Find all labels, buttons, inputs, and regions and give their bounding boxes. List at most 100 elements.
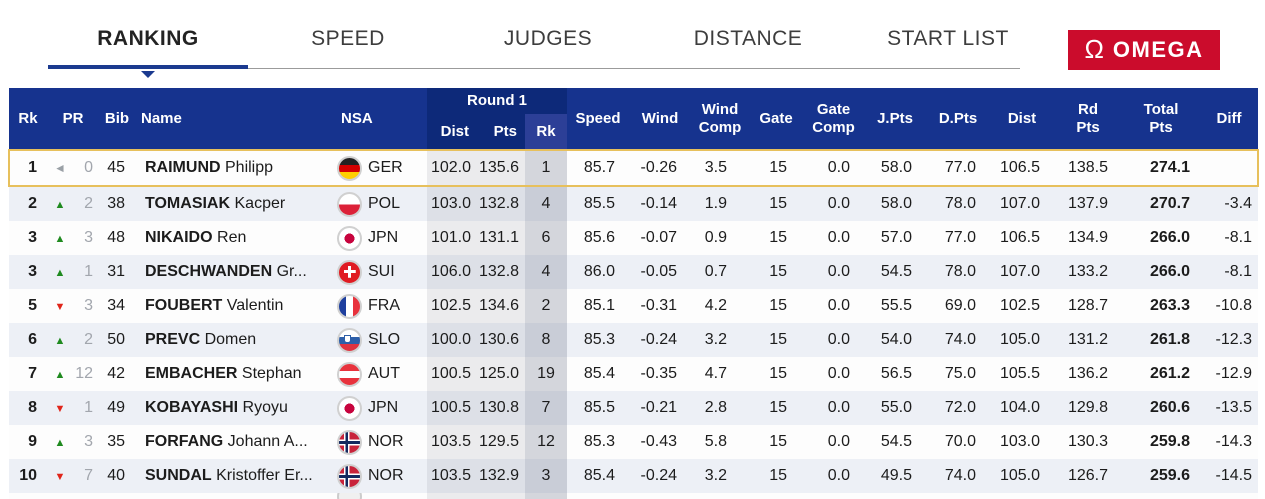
cell-gate <box>749 493 803 499</box>
trend-up-icon: ▲ <box>54 369 66 381</box>
cell-diff: -3.4 <box>1224 195 1252 212</box>
athlete-surname: DESCHWANDEN <box>145 263 273 280</box>
cell-r1_dist: 101.0 <box>427 221 479 255</box>
athlete-surname: PREVC <box>145 331 201 348</box>
cell-rk: 6 <box>28 331 37 348</box>
cell-rk: 5 <box>28 297 37 314</box>
cell-gate_comp: 0.0 <box>827 331 850 348</box>
cell-dist: 105.0 <box>999 331 1040 348</box>
cell-r1_dist: 102.5 <box>427 289 479 323</box>
cell-speed: 85.4 <box>583 365 615 382</box>
tabbar-divider <box>48 68 1020 69</box>
cell-jpts: 54.5 <box>880 433 912 450</box>
trend-up-icon: ▲ <box>54 233 66 245</box>
cell-name: DESCHWANDEN Gr... <box>135 255 335 289</box>
table-row[interactable]: 10 ▼ 7 40 SUNDAL Kristoffer Er... NOR 103.5 132… <box>9 459 1258 493</box>
cell-r1_dist: 106.0 <box>427 255 479 289</box>
cell-pr: ▲ 3 <box>47 221 99 255</box>
cell-dpts: 69.0 <box>944 297 976 314</box>
cell-dpts: 72.0 <box>944 399 976 416</box>
col-header-total-points: Total Pts <box>1122 88 1200 150</box>
cell-bib: 35 <box>107 433 125 450</box>
cell-r1_pts: 135.6 <box>479 149 525 187</box>
nsa-code: POL <box>368 195 401 212</box>
flag-fra-icon <box>337 293 362 319</box>
cell-nsa: FRA <box>335 289 427 323</box>
tab-judges[interactable]: JUDGES <box>503 27 593 50</box>
nsa-code: AUT <box>368 365 400 382</box>
flag-nor-icon <box>337 463 362 489</box>
cell-diff: -8.1 <box>1224 263 1252 280</box>
cell-jpts: 49.5 <box>880 467 912 484</box>
cell-speed: 85.7 <box>567 149 629 187</box>
previous-rank-change: 0 <box>84 159 93 176</box>
cell-rk: 2 <box>28 195 37 212</box>
cell-rk: 7 <box>28 365 37 382</box>
cell-jpts: 58.0 <box>880 195 912 212</box>
cell-rk <box>9 493 47 499</box>
col-header-bib: Bib <box>99 88 135 150</box>
cell-total: 261.2 <box>1149 365 1190 382</box>
col-header-distance-points: D.Pts <box>926 88 990 150</box>
table-row[interactable]: 2 ▲ 2 38 TOMASIAK Kacper POL 103.0 132.8 4 85.5 -0… <box>9 186 1258 221</box>
previous-rank-change: 3 <box>84 229 93 246</box>
table-row[interactable]: 9 ▲ 3 35 FORFANG Johann A... NOR 103.5 129.5 12 8… <box>9 425 1258 459</box>
cell-wind_comp <box>691 493 749 499</box>
cell-dpts: 70.0 <box>944 433 976 450</box>
cell-gate: 15 <box>769 195 787 212</box>
col-header-distance: Dist <box>990 88 1054 150</box>
table-row[interactable]: 6 ▲ 2 50 PREVC Domen SLO 100.0 130.6 8 85.3 -0.24 3… <box>9 323 1258 357</box>
nsa-code: NOR <box>368 433 404 450</box>
nsa-code: NOR <box>368 467 404 484</box>
cell-dist: 104.0 <box>999 399 1040 416</box>
cell-jpts: 55.5 <box>880 297 912 314</box>
cell-r1_pts: 130.8 <box>479 391 525 425</box>
nsa-code: GER <box>368 159 403 176</box>
cell-name: EMBACHER Stephan <box>135 357 335 391</box>
cell-r1_rk: 8 <box>525 323 567 357</box>
cell-gate: 15 <box>769 263 787 280</box>
table-row[interactable]: 5 ▼ 3 34 FOUBERT Valentin FRA 102.5 134.6 2 85.1-… <box>9 289 1258 323</box>
tab-distance[interactable]: DISTANCE <box>693 27 803 50</box>
nsa-code: JPN <box>368 229 399 246</box>
previous-rank-change: 7 <box>84 467 93 484</box>
table-row[interactable]: 1 ◄ 0 45 RAIMUND Philipp GER 102.0 135.6 1 85.7 -0… <box>8 149 1259 187</box>
cell-name: KOBAYASHI Ryoyu <box>135 391 335 425</box>
cell-nsa <box>335 493 427 499</box>
cell-dpts: 74.0 <box>944 467 976 484</box>
table-row[interactable]: 8 ▼ 1 49 KOBAYASHI Ryoyu JPN 100.5 130.8 7 85.5 -0… <box>9 391 1258 425</box>
cell-gate: 15 <box>769 331 787 348</box>
cell-name: FORFANG Johann A... <box>135 425 335 459</box>
cell-name: RAIMUND Philipp <box>135 149 335 187</box>
cell-bib: 45 <box>99 149 135 187</box>
cell-nsa: NOR <box>335 425 427 459</box>
table-row[interactable]: 3 ▲ 3 48 NIKAIDO Ren JPN 101.0 131.1 6 85.6 -0.07 0… <box>9 221 1258 255</box>
cell-r1_dist: 103.5 <box>427 459 479 493</box>
athlete-given-name: Philipp <box>220 159 274 176</box>
flag-jpn-icon <box>337 395 362 421</box>
cell-speed: 85.1 <box>583 297 615 314</box>
cell-r1_rk: 4 <box>525 255 567 289</box>
table-row[interactable]: 3 ▲ 1 31 DESCHWANDEN Gr... SUI 106.0 132.8 4 86.0… <box>9 255 1258 289</box>
cell-pr <box>47 493 99 499</box>
flag-slo-icon <box>337 327 362 353</box>
cell-wind: -0.24 <box>640 331 677 348</box>
tab-start-list[interactable]: START LIST <box>887 27 1009 50</box>
table-row[interactable]: 7 ▲ 12 42 EMBACHER Stephan AUT 100.5 125.0 19 85.… <box>9 357 1258 391</box>
previous-rank-change: 1 <box>84 399 93 416</box>
cell-r1_rk <box>525 493 567 499</box>
cell-dpts: 77.0 <box>944 229 976 246</box>
cell-r1_dist: 100.5 <box>427 357 479 391</box>
athlete-given-name: Ren <box>212 229 247 246</box>
cell-r1_pts: 134.6 <box>479 289 525 323</box>
tab-speed[interactable]: SPEED <box>311 27 385 50</box>
cell-jpts: 58.0 <box>864 149 926 187</box>
cell-rk: 3 <box>28 229 37 246</box>
cell-dist: 103.0 <box>999 433 1040 450</box>
trend-up-icon: ▲ <box>54 437 66 449</box>
athlete-surname: KOBAYASHI <box>145 399 239 416</box>
tab-ranking[interactable]: RANKING <box>97 27 199 50</box>
cell-wind_comp: 2.8 <box>704 399 727 416</box>
trend-steady-icon: ◄ <box>54 161 66 175</box>
cell-jpts: 54.5 <box>880 263 912 280</box>
